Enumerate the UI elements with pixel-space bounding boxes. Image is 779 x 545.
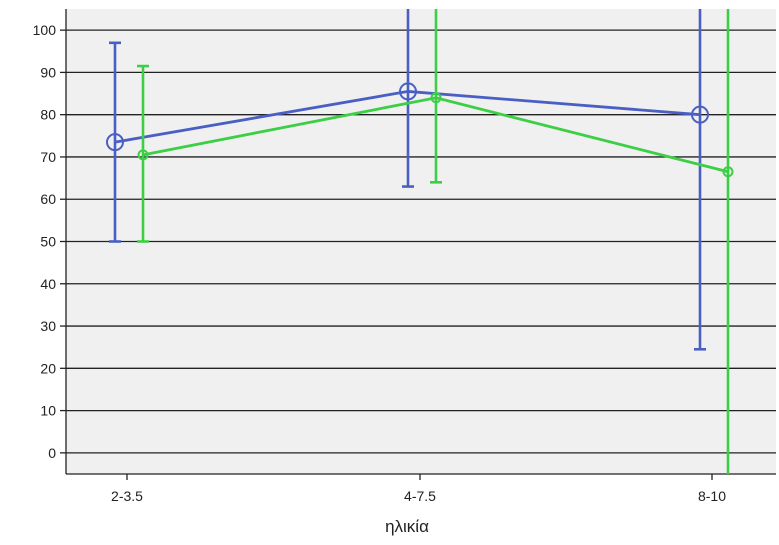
- y-tick-label: 60: [40, 191, 56, 207]
- x-tick-label: 4-7.5: [404, 488, 436, 504]
- data-point: [137, 149, 149, 161]
- y-tick-label: 80: [40, 107, 56, 123]
- y-tick-label: 0: [48, 445, 56, 461]
- x-axis-title: ηλικία: [385, 517, 429, 536]
- series-line: [142, 96, 729, 174]
- data-point: [691, 105, 709, 124]
- series-2: [137, 9, 734, 474]
- y-tick-label: 40: [40, 276, 56, 292]
- data-point: [722, 166, 734, 178]
- y-tick-label: 50: [40, 234, 56, 250]
- y-tick-label: 10: [40, 403, 56, 419]
- x-tick-label: 8-10: [698, 488, 726, 504]
- data-point: [106, 133, 124, 152]
- data-point: [430, 92, 442, 104]
- y-tick-label: 70: [40, 149, 56, 165]
- series-line: [114, 90, 701, 144]
- data-point: [399, 82, 417, 101]
- gridlines: [66, 29, 776, 454]
- y-tick-label: 30: [40, 318, 56, 334]
- series-group: [106, 9, 734, 474]
- x-axis: 2-3.5 4-7.5 8-10: [66, 473, 776, 504]
- y-tick-label: 20: [40, 360, 56, 376]
- y-tick-label: 90: [40, 64, 56, 80]
- y-tick-label: 100: [33, 22, 57, 38]
- x-tick-label: 2-3.5: [111, 488, 143, 504]
- series-1: [106, 9, 709, 351]
- y-axis: 0 10 20 30 40 50 60 70 80 90 100: [33, 9, 67, 474]
